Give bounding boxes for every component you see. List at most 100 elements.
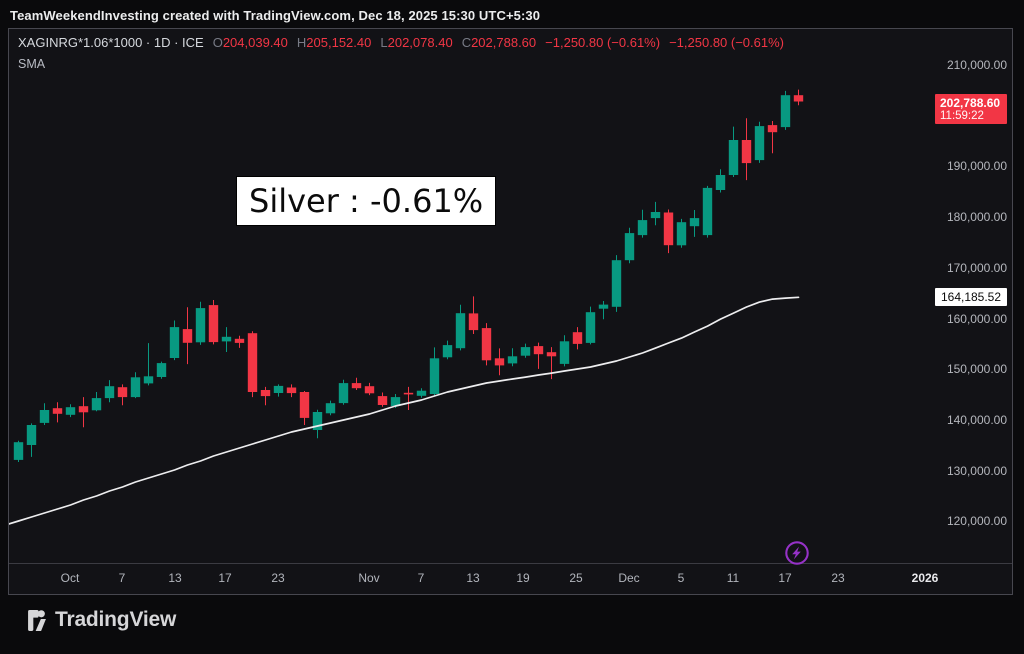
price-tick-label: 190,000.00 xyxy=(946,159,1007,174)
time-tick-label: Nov xyxy=(358,571,380,585)
price-tick-label: 180,000.00 xyxy=(946,210,1007,225)
candle-body xyxy=(390,397,401,406)
candle-body xyxy=(156,363,167,377)
candle-body xyxy=(689,218,700,227)
last-price-value: 202,788.60 xyxy=(940,96,1001,111)
time-axis[interactable]: Oct 7 13 17 23 Nov 7 13 19 25 Dec 5 11 17 23 2026 xyxy=(9,563,1012,594)
candle-body xyxy=(169,327,180,358)
candle-body xyxy=(728,140,739,175)
price-tick-label: 210,000.00 xyxy=(946,58,1007,72)
candle-body xyxy=(325,403,336,414)
candle-body xyxy=(702,187,713,236)
time-tick-label: 13 xyxy=(466,571,480,585)
candle-body xyxy=(416,390,427,396)
candle-body xyxy=(104,386,115,399)
time-tick-label: 17 xyxy=(218,571,232,585)
candle-body xyxy=(208,305,219,343)
tradingview-link[interactable]: TradingView xyxy=(28,608,176,632)
change-value: −1,250.80 (−0.61%) xyxy=(545,35,661,50)
candle-body xyxy=(247,333,258,392)
price-tick-label: 150,000.00 xyxy=(946,362,1007,377)
candle-body xyxy=(351,383,362,389)
brand-name: TradingView xyxy=(55,608,177,631)
candle-body xyxy=(533,346,544,355)
candle-body xyxy=(338,383,349,404)
candle-body xyxy=(286,387,297,394)
candle-body xyxy=(221,336,232,342)
candle-body xyxy=(52,408,63,414)
candle-body xyxy=(65,407,76,415)
sma-value-badge: 164,185.52 xyxy=(935,287,1007,306)
candle-body xyxy=(403,392,414,395)
candle-body xyxy=(494,358,505,366)
time-tick-label: 23 xyxy=(831,571,845,585)
candle-body xyxy=(78,406,89,413)
candle-body xyxy=(546,352,557,357)
candle-body xyxy=(676,222,687,246)
symbol-change-overlay: Silver : -0.61% xyxy=(236,176,497,226)
ohlc-high: H205,152.40 xyxy=(296,35,372,50)
candle-body xyxy=(130,377,141,398)
bar-countdown: 11:59:22 xyxy=(940,110,984,123)
candle-body xyxy=(442,345,453,358)
time-tick-label: 7 xyxy=(118,571,126,585)
candle-body xyxy=(559,341,570,364)
candle-body xyxy=(117,387,128,398)
attribution-text: TeamWeekendInvesting created with Tradin… xyxy=(10,8,541,23)
time-tick-label: 17 xyxy=(778,571,792,585)
ohlc-close: C202,788.60 xyxy=(461,35,537,50)
price-tick-label: 140,000.00 xyxy=(946,412,1007,427)
time-tick-label: 19 xyxy=(516,571,530,585)
candle-body xyxy=(793,95,804,102)
candle-body xyxy=(663,212,674,246)
candle-body xyxy=(182,329,193,343)
indicator-label: SMA xyxy=(18,57,46,71)
candle-body xyxy=(611,260,622,307)
candle-body xyxy=(195,308,206,343)
last-price-badge: 202,788.60 11:59:22 xyxy=(935,94,1007,125)
symbol-title: XAGINRG*1.06*1000 · 1D · ICE xyxy=(18,35,204,50)
candle-body xyxy=(39,410,50,423)
candle-body xyxy=(143,376,154,384)
time-tick-label: 13 xyxy=(168,571,182,585)
time-tick-label: Oct xyxy=(60,571,80,585)
candle-body xyxy=(520,347,531,356)
candle-body xyxy=(455,313,466,349)
candle-body xyxy=(13,442,24,460)
candle-body xyxy=(598,304,609,309)
legend-row-symbol: XAGINRG*1.06*1000 · 1D · ICE O204,039.40… xyxy=(18,35,784,51)
candle-body xyxy=(624,233,635,261)
flash-icon[interactable] xyxy=(784,540,810,566)
candle-body xyxy=(273,385,284,393)
price-tick-label: 160,000.00 xyxy=(946,311,1007,326)
candle-body xyxy=(429,358,440,394)
time-tick-label: 25 xyxy=(569,571,583,585)
candle-body xyxy=(26,425,37,445)
candle-body xyxy=(637,220,648,236)
candle-body xyxy=(377,396,388,405)
change-value-repeat: −1,250.80 (−0.61%) xyxy=(669,35,784,50)
candle-body xyxy=(507,356,518,364)
candle-body xyxy=(234,338,245,343)
candle-body xyxy=(468,313,479,331)
candle-body xyxy=(650,212,661,219)
time-tick-label: 11 xyxy=(726,571,740,585)
sma-line xyxy=(9,296,800,525)
time-tick-label: Dec xyxy=(618,571,640,585)
tradingview-logo-icon xyxy=(28,609,46,631)
time-tick-label: 5 xyxy=(677,571,685,585)
candle-body xyxy=(312,412,323,430)
candle-body xyxy=(780,95,791,128)
price-tick-label: 120,000.00 xyxy=(946,514,1007,529)
candle-body xyxy=(299,392,310,418)
candle-body xyxy=(767,125,778,133)
chart-widget: XAGINRG*1.06*1000 · 1D · ICE O204,039.40… xyxy=(8,28,1013,595)
price-axis[interactable]: 210,000.00 190,000.00 180,000.00 170,000.00… xyxy=(922,29,1012,563)
ohlc-open: O204,039.40 xyxy=(212,35,288,50)
price-chart-svg[interactable] xyxy=(9,29,1012,563)
candle-body xyxy=(741,140,752,164)
candle-body xyxy=(91,398,102,411)
candle-body xyxy=(481,328,492,361)
price-tick-label: 130,000.00 xyxy=(946,463,1007,478)
